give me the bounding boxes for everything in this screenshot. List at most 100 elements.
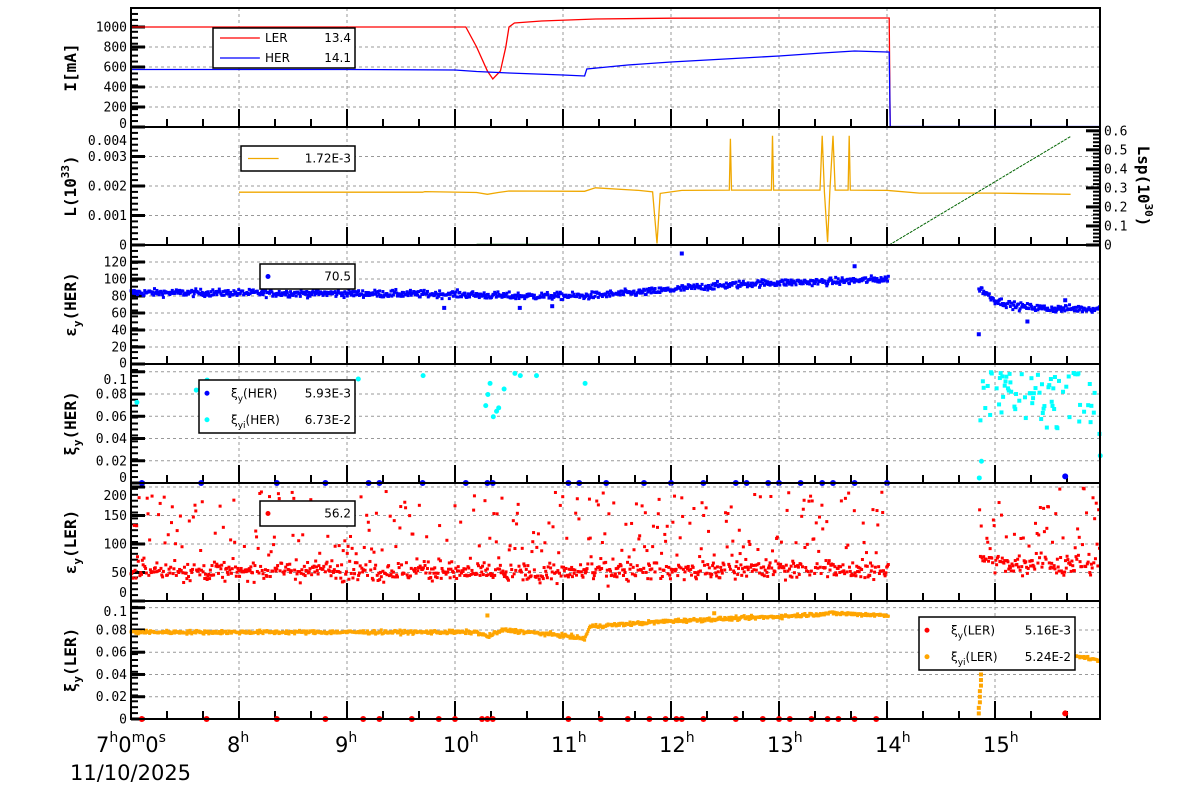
data-point [465, 574, 469, 578]
data-point [764, 282, 768, 286]
data-point [175, 529, 179, 533]
data-point [243, 629, 247, 633]
data-point [766, 280, 770, 284]
data-point [197, 567, 201, 571]
data-point [559, 634, 563, 638]
data-point [609, 289, 613, 293]
data-point [647, 563, 651, 567]
data-point [310, 290, 314, 294]
data-point [577, 517, 581, 521]
data-point [145, 496, 149, 500]
data-point [535, 545, 539, 549]
data-point [246, 631, 250, 635]
data-point [767, 564, 771, 568]
data-point [1055, 426, 1060, 431]
data-point [521, 629, 525, 633]
data-point [302, 629, 306, 633]
data-point [1033, 305, 1037, 309]
data-point [430, 579, 434, 583]
legend-value: 6.73E-2 [305, 413, 351, 427]
data-point [1004, 374, 1009, 379]
data-point [366, 293, 370, 297]
data-point [241, 289, 245, 293]
data-point [192, 292, 196, 296]
data-point [992, 524, 996, 528]
data-point [170, 288, 174, 292]
data-point [495, 632, 499, 636]
data-point [473, 294, 477, 298]
y-tick-label: 0 [119, 117, 127, 132]
data-point [144, 631, 148, 635]
series-line [131, 17, 1100, 128]
data-point [398, 526, 402, 530]
data-point [544, 569, 548, 573]
data-point [275, 567, 279, 571]
data-point [749, 284, 753, 288]
data-point [1014, 306, 1018, 310]
x-tick-label: 9h [335, 730, 357, 757]
data-point [181, 289, 185, 293]
legend: 70.5 [259, 263, 356, 290]
data-point [135, 293, 139, 297]
data-point [774, 559, 778, 563]
data-point [600, 295, 604, 299]
data-point [1012, 300, 1016, 304]
legend: 56.2 [259, 500, 356, 527]
data-point [682, 578, 686, 582]
data-point [509, 630, 513, 634]
data-point [516, 291, 520, 295]
data-point [758, 495, 762, 499]
data-point [366, 573, 370, 577]
data-point [745, 282, 749, 286]
data-point [621, 293, 625, 297]
data-point [719, 565, 723, 569]
data-point [1017, 398, 1022, 403]
data-point [452, 575, 456, 579]
data-point [881, 511, 885, 515]
data-point [816, 566, 820, 570]
data-point [136, 632, 140, 636]
data-point [1066, 374, 1071, 379]
data-point [1049, 565, 1053, 569]
data-point [394, 287, 398, 291]
data-point [843, 496, 847, 500]
data-point [193, 289, 197, 293]
data-point [229, 538, 233, 542]
data-point [788, 567, 792, 571]
data-point [186, 629, 190, 633]
data-point [524, 295, 528, 299]
data-point [1025, 302, 1029, 306]
data-point [991, 561, 995, 565]
data-point [400, 629, 404, 633]
data-point [409, 293, 413, 297]
data-point [630, 623, 634, 627]
data-point [786, 569, 790, 573]
data-point [711, 564, 715, 568]
data-point [1070, 559, 1074, 563]
data-point [375, 573, 379, 577]
data-point [726, 617, 730, 621]
data-point [210, 293, 214, 297]
data-point [490, 414, 496, 420]
legend-value: 5.16E-3 [1025, 623, 1071, 637]
data-point [355, 561, 359, 565]
data-point [977, 287, 981, 291]
data-point [720, 571, 724, 575]
panel-1: 00.0010.0020.0030.004L(1033)00.10.20.30.… [59, 124, 1155, 253]
data-point [232, 498, 236, 502]
data-point [876, 280, 880, 284]
data-point [550, 570, 554, 574]
data-point [425, 629, 429, 633]
data-point [734, 564, 738, 568]
data-point [530, 550, 534, 554]
data-point [184, 293, 188, 297]
data-point [1072, 309, 1076, 313]
data-point [536, 532, 540, 536]
data-point [812, 537, 816, 541]
data-point [357, 289, 361, 293]
data-point [1017, 554, 1021, 558]
data-point [346, 544, 350, 548]
data-point [361, 629, 365, 633]
data-point [997, 376, 1002, 381]
data-point [826, 282, 830, 286]
